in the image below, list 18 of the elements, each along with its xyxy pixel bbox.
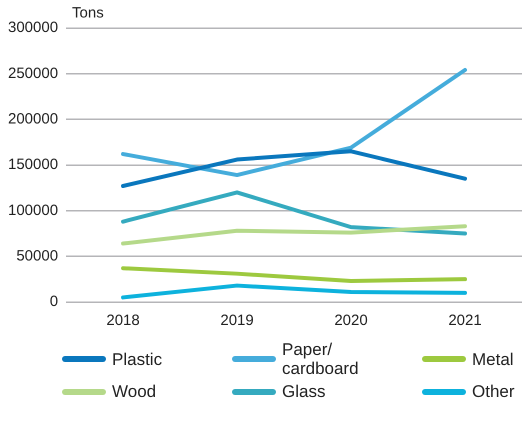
- legend-label: Other: [472, 382, 515, 401]
- x-tick-label: 2021: [448, 312, 482, 330]
- legend-label: Plastic: [112, 350, 162, 368]
- y-tick-label: 50000: [16, 247, 58, 264]
- y-tick-label: 300000: [8, 19, 58, 36]
- x-tick-label: 2018: [106, 312, 140, 330]
- y-tick-label: 0: [50, 293, 58, 310]
- y-axis-title: Tons: [72, 4, 104, 22]
- y-tick-label: 100000: [8, 202, 58, 219]
- x-tick-label: 2019: [220, 312, 254, 330]
- legend-label: Glass: [282, 382, 326, 401]
- x-tick-label: 2020: [334, 312, 368, 330]
- legend-label: Paper/ cardboard: [282, 340, 359, 378]
- y-tick-label: 200000: [8, 110, 58, 128]
- y-tick-label: 250000: [8, 64, 58, 82]
- y-tick-label: 150000: [8, 156, 58, 174]
- legend-label: Metal: [472, 350, 514, 368]
- legend-label: Wood: [112, 382, 156, 401]
